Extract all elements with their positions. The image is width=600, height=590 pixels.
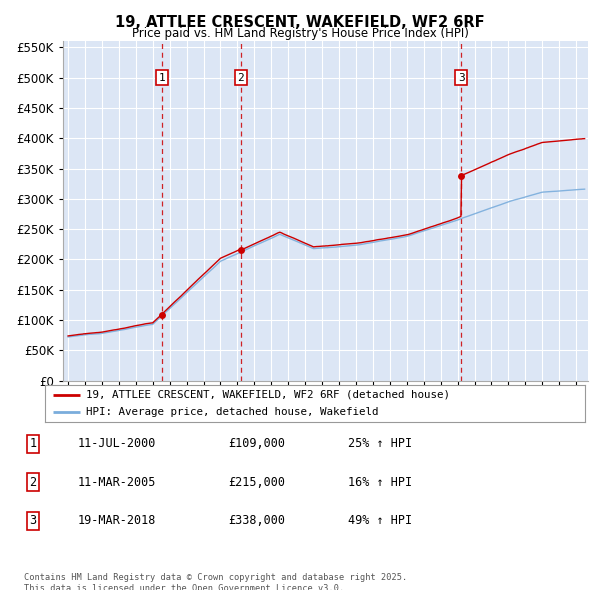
Text: Price paid vs. HM Land Registry's House Price Index (HPI): Price paid vs. HM Land Registry's House … bbox=[131, 27, 469, 40]
Text: 2: 2 bbox=[29, 476, 37, 489]
Text: 2: 2 bbox=[237, 73, 244, 83]
Text: 11-JUL-2000: 11-JUL-2000 bbox=[78, 437, 157, 451]
Text: £109,000: £109,000 bbox=[228, 437, 285, 451]
Text: 3: 3 bbox=[29, 514, 37, 527]
Text: 1: 1 bbox=[29, 437, 37, 451]
Text: HPI: Average price, detached house, Wakefield: HPI: Average price, detached house, Wake… bbox=[86, 407, 378, 417]
Text: 19-MAR-2018: 19-MAR-2018 bbox=[78, 514, 157, 527]
Text: 3: 3 bbox=[458, 73, 464, 83]
Text: 25% ↑ HPI: 25% ↑ HPI bbox=[348, 437, 412, 451]
Text: £338,000: £338,000 bbox=[228, 514, 285, 527]
Text: 19, ATTLEE CRESCENT, WAKEFIELD, WF2 6RF (detached house): 19, ATTLEE CRESCENT, WAKEFIELD, WF2 6RF … bbox=[86, 390, 449, 399]
Text: 16% ↑ HPI: 16% ↑ HPI bbox=[348, 476, 412, 489]
Text: 11-MAR-2005: 11-MAR-2005 bbox=[78, 476, 157, 489]
Text: 49% ↑ HPI: 49% ↑ HPI bbox=[348, 514, 412, 527]
Text: Contains HM Land Registry data © Crown copyright and database right 2025.
This d: Contains HM Land Registry data © Crown c… bbox=[24, 573, 407, 590]
Text: 1: 1 bbox=[158, 73, 165, 83]
Text: £215,000: £215,000 bbox=[228, 476, 285, 489]
Text: 19, ATTLEE CRESCENT, WAKEFIELD, WF2 6RF: 19, ATTLEE CRESCENT, WAKEFIELD, WF2 6RF bbox=[115, 15, 485, 30]
